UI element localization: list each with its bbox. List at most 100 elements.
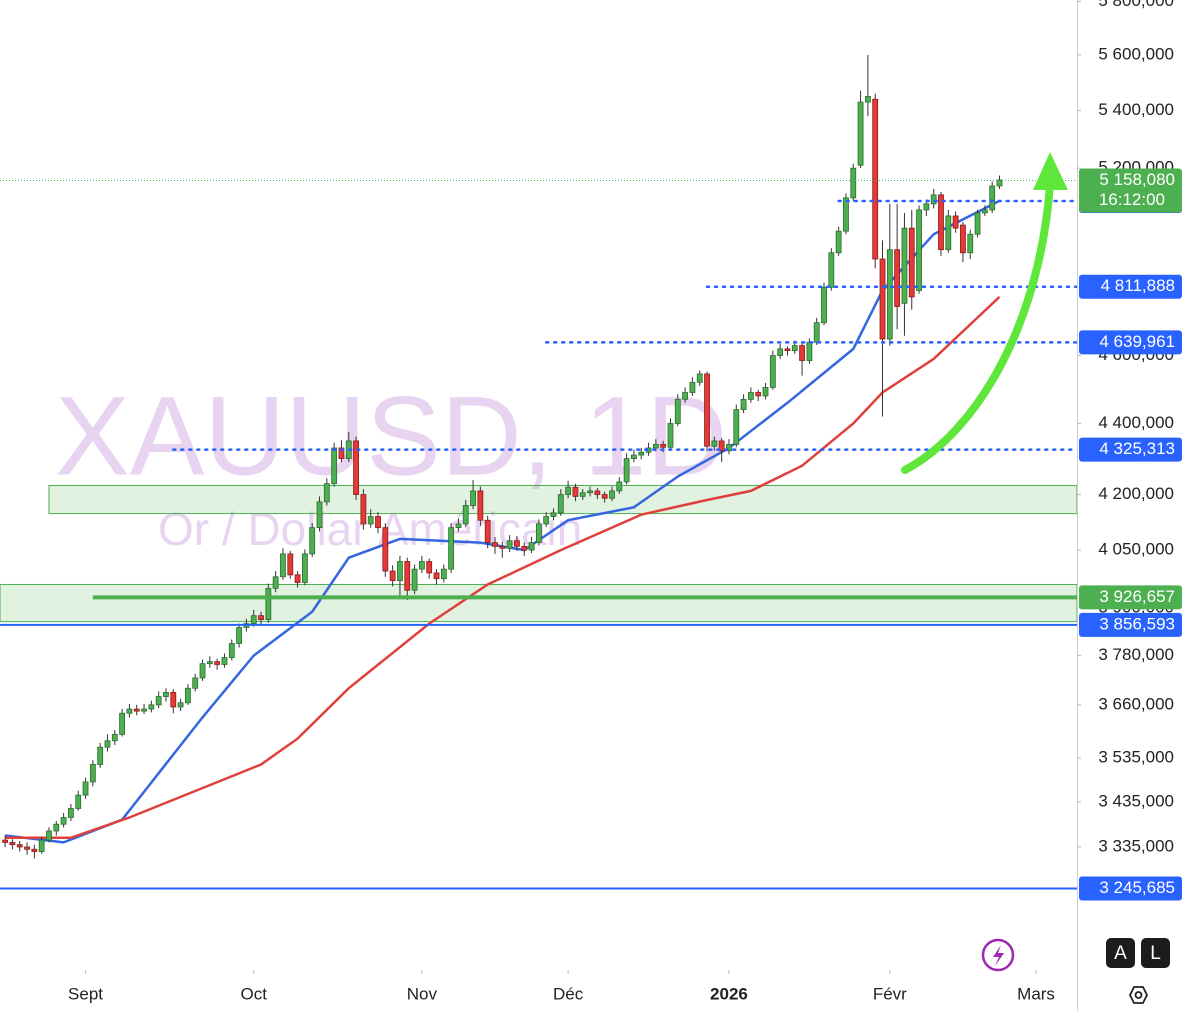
candle-body bbox=[594, 490, 601, 495]
candle-body bbox=[111, 733, 118, 742]
candle-body bbox=[813, 322, 820, 343]
price-level-box bbox=[1079, 612, 1182, 637]
candle-body bbox=[133, 708, 140, 712]
candle-body bbox=[367, 516, 374, 525]
price-level-label: 3 245,685 bbox=[1099, 878, 1175, 897]
candle-body bbox=[75, 794, 82, 809]
candle-body bbox=[214, 661, 221, 665]
trend-arrowhead bbox=[1033, 152, 1068, 190]
candle-body bbox=[777, 348, 784, 356]
candle-body bbox=[38, 839, 45, 852]
candle-body bbox=[250, 615, 257, 624]
candle-body bbox=[411, 568, 418, 591]
price-level-label: 3 926,657 bbox=[1099, 587, 1175, 606]
candle-body bbox=[170, 691, 177, 708]
candle-body bbox=[696, 373, 703, 383]
candle-body bbox=[206, 661, 213, 665]
candle-body bbox=[828, 252, 835, 288]
candle-body bbox=[104, 740, 111, 748]
candle-body bbox=[652, 444, 659, 449]
candle-body bbox=[148, 704, 155, 710]
price-level-box bbox=[1079, 437, 1182, 462]
candle-body bbox=[843, 197, 849, 232]
candle-body bbox=[791, 345, 798, 351]
candle-body bbox=[301, 553, 308, 583]
candle-body bbox=[440, 568, 447, 580]
y-tick-label: 3 535,000 bbox=[1098, 747, 1174, 766]
price-level-label: 4 639,961 bbox=[1099, 332, 1175, 351]
candle-body bbox=[236, 627, 242, 644]
y-tick-label: 4 200,000 bbox=[1098, 484, 1174, 503]
candle-body bbox=[258, 615, 264, 621]
x-tick-label: Févr bbox=[873, 984, 907, 1003]
candle-body bbox=[323, 483, 330, 503]
support-zone bbox=[0, 583, 1078, 623]
y-tick-label: 3 660,000 bbox=[1098, 694, 1174, 713]
y-tick-label: 3 435,000 bbox=[1098, 791, 1174, 810]
candle-body bbox=[799, 345, 805, 361]
candle-body bbox=[514, 540, 520, 547]
moving-average bbox=[5, 295, 1001, 840]
candle-body bbox=[448, 527, 455, 570]
candle-body bbox=[989, 185, 996, 211]
candle-body bbox=[908, 227, 915, 298]
candle-body bbox=[404, 561, 411, 591]
candle-body bbox=[718, 440, 725, 452]
candle-body bbox=[857, 101, 864, 166]
auto-button[interactable] bbox=[1106, 938, 1135, 968]
candle-body bbox=[748, 392, 754, 400]
y-tick-label: 4 050,000 bbox=[1098, 540, 1174, 559]
y-tick-label: 4 400,000 bbox=[1098, 413, 1174, 432]
candle-body bbox=[916, 209, 922, 291]
candle-body bbox=[755, 392, 762, 397]
candle-body bbox=[426, 561, 433, 574]
candle-body bbox=[484, 519, 491, 544]
candle-body bbox=[689, 381, 696, 393]
settings-icon[interactable] bbox=[1128, 986, 1149, 1004]
x-tick-label: Sept bbox=[68, 984, 103, 1003]
log-button-label: L bbox=[1150, 943, 1161, 964]
candle-body bbox=[294, 574, 301, 583]
candle-body bbox=[557, 494, 564, 514]
candle-body bbox=[674, 398, 681, 424]
candle-body bbox=[97, 746, 104, 765]
candle-body bbox=[740, 398, 747, 411]
alert-icon[interactable] bbox=[981, 938, 1015, 972]
x-tick-label: Nov bbox=[407, 984, 438, 1003]
candle-body bbox=[879, 258, 886, 340]
log-button[interactable] bbox=[1141, 938, 1170, 968]
candle-body bbox=[952, 215, 959, 229]
candle-body bbox=[177, 702, 184, 708]
candle-body bbox=[601, 494, 608, 499]
candle-body bbox=[2, 839, 9, 843]
price-level-label: 3 856,593 bbox=[1099, 614, 1175, 633]
candle-body bbox=[382, 527, 389, 572]
candle-body bbox=[631, 454, 637, 459]
candle-body bbox=[16, 844, 23, 848]
candle-body bbox=[945, 215, 952, 251]
candle-body bbox=[930, 194, 937, 205]
candle-body bbox=[821, 286, 827, 324]
candle-body bbox=[477, 490, 484, 521]
current-price-label: 5 158,080 bbox=[1099, 170, 1175, 189]
candle-body bbox=[221, 657, 228, 665]
candle-body bbox=[938, 194, 944, 251]
candle-body bbox=[375, 516, 381, 529]
candle-body bbox=[609, 490, 615, 499]
alert-bolt bbox=[993, 945, 1004, 966]
candle-body bbox=[506, 540, 513, 549]
candle-body bbox=[704, 373, 710, 447]
plot-area bbox=[0, 54, 1079, 890]
candle-body bbox=[565, 486, 572, 495]
candle-body bbox=[894, 249, 901, 307]
candle-body bbox=[470, 490, 476, 506]
candle-body bbox=[287, 553, 294, 576]
candle-body bbox=[762, 387, 769, 397]
candle-body bbox=[923, 203, 930, 211]
current-price-box bbox=[1079, 168, 1182, 213]
candle-body bbox=[550, 512, 557, 517]
price-level-box bbox=[1079, 585, 1182, 610]
x-tick-label: Mars bbox=[1017, 984, 1055, 1003]
candle-body bbox=[418, 561, 425, 570]
